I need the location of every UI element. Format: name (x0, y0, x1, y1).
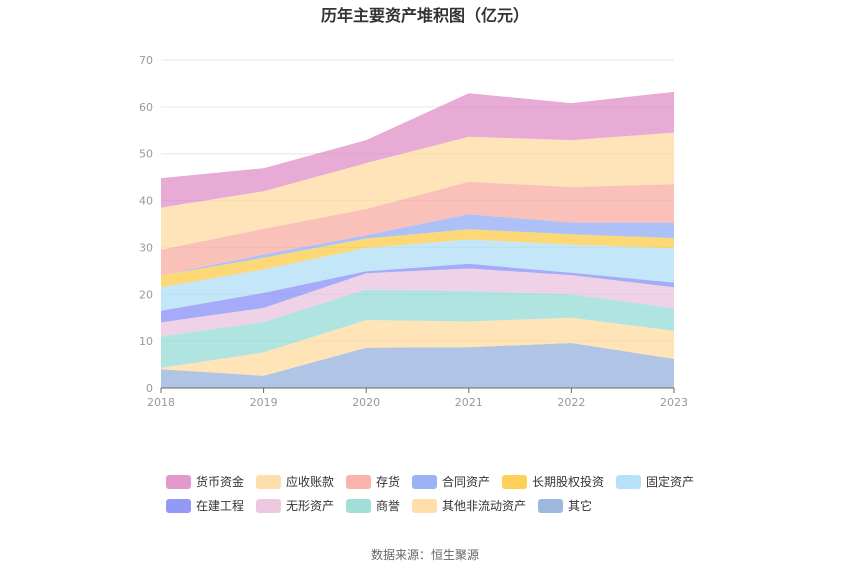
legend-swatch (346, 475, 371, 489)
legend-label: 商誉 (376, 498, 400, 513)
x-tick-label: 2018 (147, 396, 175, 409)
legend-swatch (412, 475, 437, 489)
legend-label: 其它 (568, 498, 592, 513)
axes: 0 10 20 30 40 50 60 70 2018 2019 2020 2021 2022 2023 (139, 54, 688, 409)
legend-item: 存货 (346, 474, 400, 489)
x-tick-label: 2020 (352, 396, 380, 409)
x-tick-label: 2021 (455, 396, 483, 409)
legend-item: 货币资金 (166, 474, 244, 489)
legend-label: 在建工程 (196, 498, 244, 513)
y-tick-label: 30 (139, 241, 153, 254)
y-tick-label: 50 (139, 148, 153, 161)
x-tick-label: 2019 (250, 396, 278, 409)
legend-swatch (502, 475, 527, 489)
area-series-长期股权投资 (161, 229, 674, 288)
y-tick-label: 10 (139, 335, 153, 348)
area-series-在建工程 (161, 263, 674, 323)
legend-swatch (346, 499, 371, 513)
legend-item: 应收账款 (256, 474, 334, 489)
area-series-应收账款 (161, 132, 674, 250)
legend-label: 长期股权投资 (532, 474, 604, 489)
data-source-note: 数据来源：恒生聚源 (370, 548, 479, 562)
legend-item: 长期股权投资 (502, 474, 604, 489)
y-tick-label: 0 (146, 382, 153, 395)
legend-swatch (166, 499, 191, 513)
legend-swatch (256, 499, 281, 513)
legend-item: 商誉 (346, 498, 400, 513)
area-series-货币资金 (161, 91, 674, 208)
y-tick-label: 60 (139, 101, 153, 114)
legend-swatch (256, 475, 281, 489)
area-series (161, 91, 674, 388)
x-tick-label: 2023 (660, 396, 688, 409)
legend-label: 其他非流动资产 (442, 499, 526, 513)
legend-item: 合同资产 (412, 474, 490, 489)
x-tick-label: 2022 (557, 396, 585, 409)
legend-swatch (166, 475, 191, 489)
legend-item: 在建工程 (166, 498, 244, 513)
y-tick-label: 20 (139, 288, 153, 301)
legend-swatch (538, 499, 563, 513)
area-series-商誉 (161, 289, 674, 368)
area-series-固定资产 (161, 239, 674, 311)
area-series-其他非流动资产 (161, 317, 674, 376)
legend-label: 无形资产 (286, 499, 334, 513)
legend-label: 货币资金 (196, 474, 244, 489)
chart-title: 历年主要资产堆积图（亿元） (320, 6, 529, 25)
legend-label: 合同资产 (442, 474, 490, 489)
legend-label: 应收账款 (286, 474, 334, 489)
y-tick-label: 40 (139, 195, 153, 208)
area-series-其它 (161, 343, 674, 388)
legend-item: 无形资产 (256, 499, 334, 513)
legend-label: 固定资产 (646, 474, 694, 489)
legend-swatch (616, 475, 641, 489)
legend-label: 存货 (376, 474, 400, 489)
area-series-存货 (161, 181, 674, 276)
area-series-合同资产 (161, 214, 674, 276)
legend-item: 其他非流动资产 (412, 499, 526, 513)
legend-swatch (412, 499, 437, 513)
area-series-无形资产 (161, 268, 674, 337)
legend-item: 固定资产 (616, 474, 694, 489)
y-tick-label: 70 (139, 54, 153, 67)
legend-item: 其它 (538, 498, 592, 513)
